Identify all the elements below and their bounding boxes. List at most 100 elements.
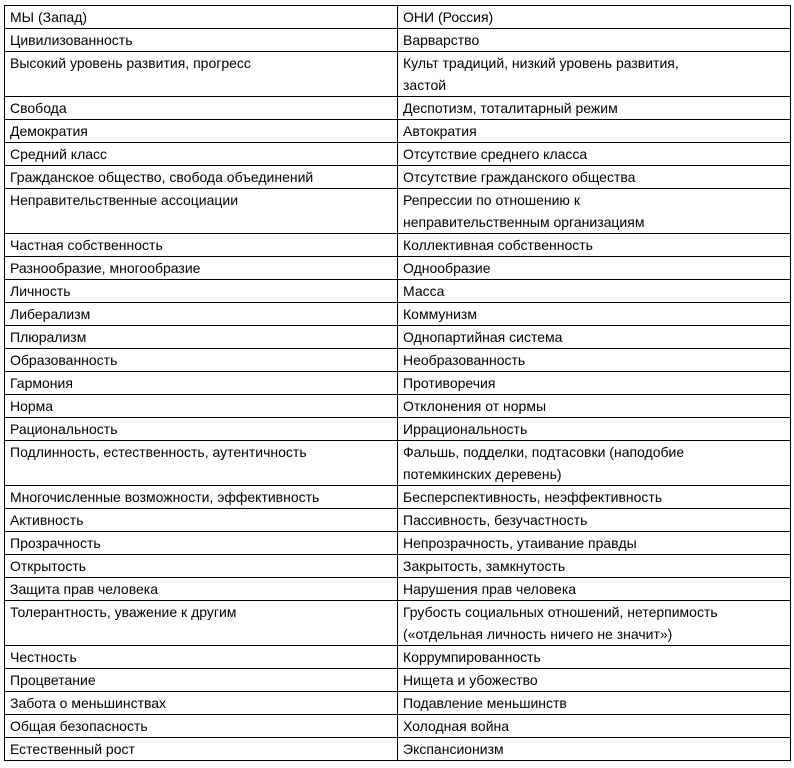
table-cell: Разнообразие, многообразие bbox=[4, 256, 398, 280]
cell-line: Репрессии по отношению к bbox=[403, 192, 580, 208]
table-cell: Неправительственные ассоциации bbox=[4, 188, 398, 234]
cell-line: Рациональность bbox=[10, 421, 118, 437]
cell-line: Иррациональность bbox=[403, 421, 528, 437]
table-row: Гармония Противоречия bbox=[4, 371, 791, 395]
table-row: Рациональность Иррациональность bbox=[4, 417, 791, 441]
cell-line: Варварство bbox=[403, 32, 480, 48]
cell-line: неправительственным организациям bbox=[403, 214, 645, 230]
header-cell: ОНИ (Россия) bbox=[397, 5, 791, 29]
table-row: Либерализм Коммунизм bbox=[4, 302, 791, 326]
table-row: Неправительственные ассоциации Репрессии … bbox=[4, 188, 791, 234]
cell-line: Отсутствие среднего класса bbox=[403, 146, 588, 162]
cell-line: Гармония bbox=[10, 375, 73, 391]
table-cell: Отсутствие среднего класса bbox=[397, 142, 791, 166]
table-row: Гражданское общество, свобода объединени… bbox=[4, 165, 791, 189]
table-cell: Экспансионизм bbox=[397, 737, 791, 761]
table-row: Открытость Закрытость, замкнутость bbox=[4, 554, 791, 578]
table-row: Процветание Нищета и убожество bbox=[4, 668, 791, 692]
table-cell: Отклонения от нормы bbox=[397, 394, 791, 418]
cell-line: Прозрачность bbox=[10, 535, 101, 551]
table-cell: Нищета и убожество bbox=[397, 668, 791, 692]
table-cell: Деспотизм, тоталитарный режим bbox=[397, 96, 791, 120]
table-cell: Холодная война bbox=[397, 714, 791, 738]
table-row: Активность Пассивность, безучастность bbox=[4, 508, 791, 532]
table-cell: Однопартийная система bbox=[397, 325, 791, 349]
table-cell: Открытость bbox=[4, 554, 398, 578]
table-cell: Иррациональность bbox=[397, 417, 791, 441]
table-cell: Защита прав человека bbox=[4, 577, 398, 601]
table-cell: Гражданское общество, свобода объединени… bbox=[4, 165, 398, 189]
table-cell: Свобода bbox=[4, 96, 398, 120]
table-cell: Противоречия bbox=[397, 371, 791, 395]
table-row: Плюрализм Однопартийная система bbox=[4, 325, 791, 349]
table-cell: Коллективная собственность bbox=[397, 233, 791, 257]
cell-line: Личность bbox=[10, 283, 71, 299]
table-cell: Рациональность bbox=[4, 417, 398, 441]
table-cell: Однообразие bbox=[397, 256, 791, 280]
cell-line: («отдельная личность ничего не значит») bbox=[403, 626, 673, 642]
table-cell: Забота о меньшинствах bbox=[4, 691, 398, 715]
table-cell: Гармония bbox=[4, 371, 398, 395]
cell-line: застой bbox=[403, 77, 447, 93]
table-body: МЫ (Запад) ОНИ (Россия) Цивилизованность Ва… bbox=[4, 5, 791, 761]
table-cell: Образованность bbox=[4, 348, 398, 372]
table-cell: Нарушения прав человека bbox=[397, 577, 791, 601]
cell-line: Отклонения от нормы bbox=[403, 398, 547, 414]
cell-line: Естественный рост bbox=[10, 741, 135, 757]
table-cell: Пассивность, безучастность bbox=[397, 508, 791, 532]
table-cell: Средний класс bbox=[4, 142, 398, 166]
cell-line: Однопартийная система bbox=[403, 329, 563, 345]
table-row: Частная собственность Коллективная собств… bbox=[4, 233, 791, 257]
table-cell: Закрытость, замкнутость bbox=[397, 554, 791, 578]
table-row: Защита прав человека Нарушения прав челов… bbox=[4, 577, 791, 601]
cell-line: Закрытость, замкнутость bbox=[403, 558, 566, 574]
cell-line: Нищета и убожество bbox=[403, 672, 538, 688]
table-cell: Личность bbox=[4, 279, 398, 303]
table-row: Толерантность, уважение к другим Грубость… bbox=[4, 600, 791, 646]
table-row: Естественный рост Экспансионизм bbox=[4, 737, 791, 761]
table-cell: Автократия bbox=[397, 119, 791, 143]
table-row: Свобода Деспотизм, тоталитарный режим bbox=[4, 96, 791, 120]
table-row: Норма Отклонения от нормы bbox=[4, 394, 791, 418]
cell-line: Нарушения прав человека bbox=[403, 581, 577, 597]
cell-line: Необразованность bbox=[403, 352, 526, 368]
table-cell: Процветание bbox=[4, 668, 398, 692]
cell-line: Высокий уровень развития, прогресс bbox=[10, 55, 251, 71]
cell-line: Фальшь, подделки, подтасовки (наподобие bbox=[403, 444, 685, 460]
table-cell: Варварство bbox=[397, 28, 791, 52]
cell-line: Коррумпированность bbox=[403, 649, 541, 665]
table-row: Общая безопасность Холодная война bbox=[4, 714, 791, 738]
comparison-table: МЫ (Запад) ОНИ (Россия) Цивилизованность Ва… bbox=[4, 5, 791, 761]
table-cell: Естественный рост bbox=[4, 737, 398, 761]
cell-line: Свобода bbox=[10, 100, 67, 116]
table-row: Подлинность, естественность, аутентичнос… bbox=[4, 440, 791, 486]
cell-line: Противоречия bbox=[403, 375, 496, 391]
cell-line: Неправительственные ассоциации bbox=[10, 192, 239, 208]
cell-line: Разнообразие, многообразие bbox=[10, 260, 201, 276]
table-cell: Норма bbox=[4, 394, 398, 418]
table-cell: Высокий уровень развития, прогресс bbox=[4, 51, 398, 97]
table-row: Демократия Автократия bbox=[4, 119, 791, 143]
cell-line: Честность bbox=[10, 649, 77, 665]
cell-line: Холодная война bbox=[403, 718, 510, 734]
cell-line: Цивилизованность bbox=[10, 32, 133, 48]
cell-line: Грубость социальных отношений, нетерпимо… bbox=[403, 604, 718, 620]
cell-line: Подавление меньшинств bbox=[403, 695, 567, 711]
cell-line: Непрозрачность, утаивание правды bbox=[403, 535, 637, 551]
table-cell: Многочисленные возможности, эффективност… bbox=[4, 485, 398, 509]
header-row: МЫ (Запад) ОНИ (Россия) bbox=[4, 5, 791, 29]
cell-line: Демократия bbox=[10, 123, 88, 139]
table-row: Честность Коррумпированность bbox=[4, 645, 791, 669]
cell-line: Либерализм bbox=[10, 306, 91, 322]
table-cell: Цивилизованность bbox=[4, 28, 398, 52]
table-cell: Грубость социальных отношений, нетерпимо… bbox=[397, 600, 791, 646]
table-cell: Честность bbox=[4, 645, 398, 669]
table-row: Средний класс Отсутствие среднего класса bbox=[4, 142, 791, 166]
cell-line: МЫ (Запад) bbox=[10, 9, 88, 25]
table-cell: Активность bbox=[4, 508, 398, 532]
table-cell: Толерантность, уважение к другим bbox=[4, 600, 398, 646]
header-cell: МЫ (Запад) bbox=[4, 5, 398, 29]
cell-line: Деспотизм, тоталитарный режим bbox=[403, 100, 618, 116]
cell-line: Защита прав человека bbox=[10, 581, 159, 597]
